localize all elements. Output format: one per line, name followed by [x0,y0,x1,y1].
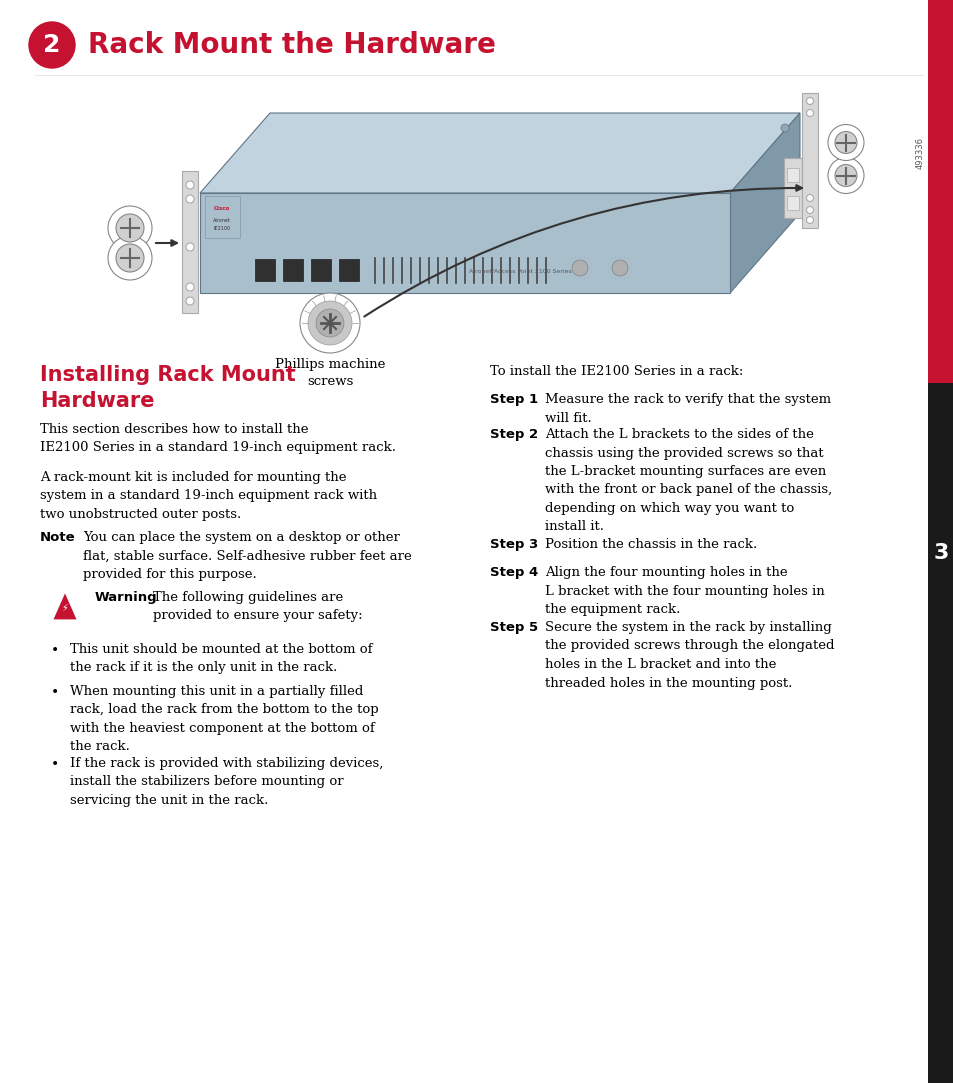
FancyBboxPatch shape [338,259,358,280]
FancyBboxPatch shape [783,158,801,218]
Circle shape [308,301,352,345]
Text: Attach the L brackets to the sides of the
chassis using the provided screws so t: Attach the L brackets to the sides of th… [544,428,831,534]
Text: The following guidelines are
provided to ensure your safety:: The following guidelines are provided to… [152,591,362,623]
Circle shape [834,131,856,154]
Text: Aironet/Access Point 2100 Series: Aironet/Access Point 2100 Series [468,269,571,274]
Circle shape [116,214,144,242]
Circle shape [805,195,813,201]
Circle shape [186,195,193,203]
Circle shape [781,123,788,132]
Text: If the rack is provided with stabilizing devices,
install the stabilizers before: If the rack is provided with stabilizing… [70,757,383,807]
Circle shape [186,181,193,190]
Text: 2: 2 [43,32,61,57]
Circle shape [29,22,75,68]
Text: This section describes how to install the
IE2100 Series in a standard 19-inch eq: This section describes how to install th… [40,423,395,455]
Circle shape [108,236,152,280]
Text: •: • [51,643,59,657]
Circle shape [299,293,359,353]
Circle shape [108,206,152,250]
Text: Rack Mount the Hardware: Rack Mount the Hardware [88,31,496,58]
FancyBboxPatch shape [801,93,817,229]
Text: Step 1: Step 1 [490,393,537,406]
FancyBboxPatch shape [283,259,303,280]
Text: Measure the rack to verify that the system
will fit.: Measure the rack to verify that the syst… [544,393,830,425]
Text: 3: 3 [932,543,947,563]
FancyBboxPatch shape [205,196,240,238]
Polygon shape [53,593,76,619]
Text: To install the IE2100 Series in a rack:: To install the IE2100 Series in a rack: [490,365,742,378]
Text: Align the four mounting holes in the
L bracket with the four mounting holes in
t: Align the four mounting holes in the L b… [544,566,824,616]
Circle shape [805,109,813,117]
FancyBboxPatch shape [311,259,331,280]
Circle shape [805,97,813,104]
Text: •: • [51,757,59,771]
Circle shape [805,217,813,223]
Circle shape [186,283,193,291]
Text: A rack-mount kit is included for mounting the
system in a standard 19-inch equip: A rack-mount kit is included for mountin… [40,471,376,521]
Text: You can place the system on a desktop or other
flat, stable surface. Self-adhesi: You can place the system on a desktop or… [83,531,412,580]
Text: •: • [51,686,59,699]
Circle shape [572,260,587,276]
FancyBboxPatch shape [927,0,953,383]
Polygon shape [200,113,800,193]
Text: Aironet: Aironet [213,219,231,223]
Circle shape [834,165,856,186]
Text: ⚡: ⚡ [62,603,69,613]
Circle shape [612,260,627,276]
Text: Step 3: Step 3 [490,538,537,551]
Text: Phillips machine
screws: Phillips machine screws [274,358,385,388]
Text: 493336: 493336 [915,138,923,169]
FancyBboxPatch shape [182,171,198,313]
FancyBboxPatch shape [786,196,799,210]
Circle shape [186,243,193,251]
FancyBboxPatch shape [786,168,799,182]
Text: Cisco: Cisco [213,206,230,210]
Text: Note: Note [40,531,75,544]
Text: Position the chassis in the rack.: Position the chassis in the rack. [544,538,757,551]
Text: IE2100: IE2100 [213,226,231,232]
Text: Step 5: Step 5 [490,621,537,634]
Circle shape [116,244,144,272]
Text: Installing Rack Mount: Installing Rack Mount [40,365,295,384]
Circle shape [315,309,344,337]
Circle shape [827,157,863,194]
Text: Step 4: Step 4 [490,566,537,579]
Polygon shape [200,193,729,293]
Text: Hardware: Hardware [40,391,154,412]
Text: Step 2: Step 2 [490,428,537,441]
Text: Secure the system in the rack by installing
the provided screws through the elon: Secure the system in the rack by install… [544,621,834,690]
Text: Warning: Warning [95,591,157,604]
Text: When mounting this unit in a partially filled
rack, load the rack from the botto: When mounting this unit in a partially f… [70,686,378,754]
Circle shape [827,125,863,160]
Circle shape [186,297,193,305]
Text: This unit should be mounted at the bottom of
the rack if it is the only unit in : This unit should be mounted at the botto… [70,643,372,675]
FancyBboxPatch shape [254,259,274,280]
FancyBboxPatch shape [927,0,953,1083]
Circle shape [805,207,813,213]
Polygon shape [729,113,800,293]
